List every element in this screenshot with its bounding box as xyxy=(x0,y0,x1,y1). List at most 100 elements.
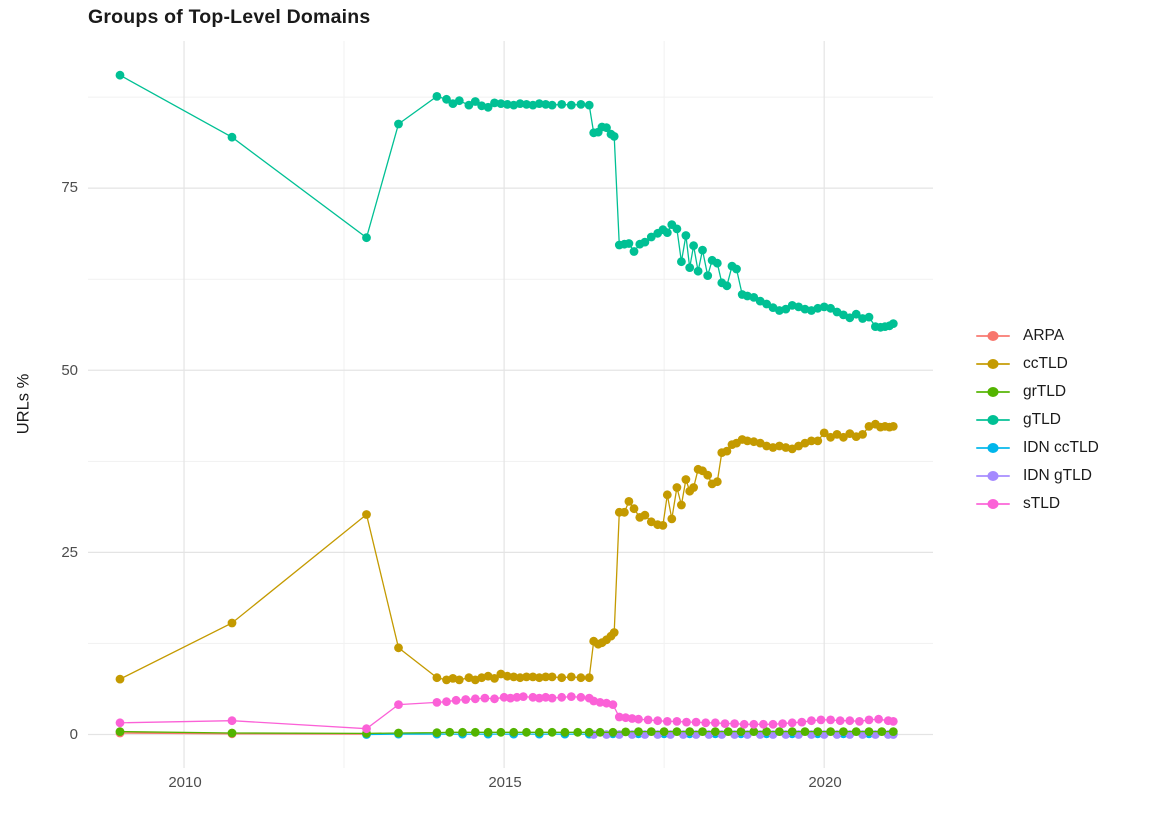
data-point-gtld xyxy=(483,102,493,112)
data-point-stld xyxy=(608,700,618,709)
data-point-stld xyxy=(621,713,631,723)
series-line-gtld xyxy=(119,74,894,328)
data-point-cctld xyxy=(819,428,829,438)
data-point-cctld xyxy=(839,432,848,442)
data-point-cctld xyxy=(566,672,576,682)
data-point-gtld xyxy=(703,271,713,280)
data-point-grtld xyxy=(458,727,467,737)
data-point-cctld xyxy=(502,671,512,681)
data-point-grtld xyxy=(573,727,583,737)
data-point-gtld xyxy=(515,99,525,108)
data-point-stld xyxy=(691,717,701,727)
data-point-stld xyxy=(451,695,461,705)
data-point-cctld xyxy=(888,422,898,431)
data-point-grtld xyxy=(534,727,544,737)
data-point-gtld xyxy=(693,266,703,276)
data-point-stld xyxy=(480,693,490,703)
legend-key-icon xyxy=(976,442,1010,454)
data-point-gtld xyxy=(762,299,771,309)
legend-label: grTLD xyxy=(1023,383,1067,400)
data-point-stld xyxy=(720,719,730,728)
data-point-stld xyxy=(778,719,787,728)
x-tick-label-2010: 2010 xyxy=(168,774,202,791)
data-point-grtld xyxy=(547,727,557,737)
x-tick-label-2020: 2020 xyxy=(808,774,842,791)
data-point-cctld xyxy=(640,510,650,520)
data-point-stld xyxy=(759,719,768,729)
data-point-grtld xyxy=(813,727,823,736)
data-point-stld xyxy=(528,692,538,702)
data-point-stld xyxy=(518,692,528,701)
x-tick-label-2015: 2015 xyxy=(488,774,522,791)
legend-label: IDN gTLD xyxy=(1023,467,1092,484)
data-point-stld xyxy=(888,717,898,726)
data-point-stld xyxy=(512,692,522,702)
data-point-stld xyxy=(634,714,643,724)
data-point-grtld xyxy=(839,727,848,736)
data-point-stld xyxy=(662,717,672,726)
legend-label: ccTLD xyxy=(1023,355,1068,372)
data-point-gtld xyxy=(845,313,855,323)
data-point-cctld xyxy=(394,643,403,653)
data-point-gtld xyxy=(851,309,861,319)
legend-label: sTLD xyxy=(1023,495,1061,512)
chart-title: Groups of Top-Level Domains xyxy=(88,6,371,28)
data-point-stld xyxy=(768,719,778,729)
data-point-cctld xyxy=(584,673,594,683)
legend-item-idn-gtld: IDN gTLD xyxy=(976,462,1099,490)
data-point-cctld xyxy=(547,672,557,682)
data-point-gtld xyxy=(115,70,125,80)
data-point-grtld xyxy=(509,727,519,737)
data-point-gtld xyxy=(394,119,403,129)
data-point-stld xyxy=(506,693,515,703)
data-point-cctld xyxy=(677,500,686,510)
data-point-stld xyxy=(845,716,855,726)
data-point-gtld xyxy=(888,319,898,328)
data-point-gtld xyxy=(689,241,698,251)
data-point-cctld xyxy=(662,490,672,500)
data-point-grtld xyxy=(621,727,631,737)
data-point-cctld xyxy=(629,504,639,514)
data-point-grtld xyxy=(749,727,759,736)
data-point-stld xyxy=(534,693,544,703)
legend-key-icon xyxy=(976,498,1010,510)
data-point-cctld xyxy=(672,483,682,492)
data-point-stld xyxy=(461,695,471,704)
legend-key-icon xyxy=(976,386,1010,398)
legend-label: ARPA xyxy=(1023,327,1065,344)
data-point-stld xyxy=(557,692,567,702)
data-point-cctld xyxy=(703,470,713,480)
legend-item-idn-cctld: IDN ccTLD xyxy=(976,434,1099,462)
data-point-gtld xyxy=(864,312,874,322)
data-point-stld xyxy=(797,717,807,727)
data-point-gtld xyxy=(496,99,506,108)
data-point-gtld xyxy=(454,96,464,106)
legend-label: IDN ccTLD xyxy=(1023,439,1099,456)
data-point-gtld xyxy=(541,100,551,109)
data-point-grtld xyxy=(560,727,570,737)
data-point-gtld xyxy=(781,304,791,314)
legend-item-cctld: ccTLD xyxy=(976,350,1099,378)
legend-key-icon xyxy=(976,358,1010,370)
data-point-gtld xyxy=(672,224,682,234)
data-point-grtld xyxy=(888,727,898,736)
data-point-cctld xyxy=(432,673,442,683)
data-point-cctld xyxy=(712,477,722,487)
data-point-grtld xyxy=(775,727,784,736)
data-point-stld xyxy=(749,719,759,729)
legend: ARPA ccTLD grTLD gTLD IDN ccTLD IDN gTLD… xyxy=(976,322,1099,518)
y-tick-label-50: 50 xyxy=(61,362,78,379)
data-point-grtld xyxy=(115,727,125,736)
data-point-gtld xyxy=(646,232,656,242)
data-point-cctld xyxy=(534,673,544,683)
data-point-gtld xyxy=(584,100,594,110)
data-point-stld xyxy=(470,694,480,704)
data-point-grtld xyxy=(659,727,669,736)
data-point-stld xyxy=(835,716,845,726)
data-point-stld xyxy=(855,717,864,726)
data-point-grtld xyxy=(826,727,835,736)
data-point-stld xyxy=(432,698,442,707)
data-point-cctld xyxy=(681,475,691,484)
y-tick-label-75: 75 xyxy=(61,179,78,196)
